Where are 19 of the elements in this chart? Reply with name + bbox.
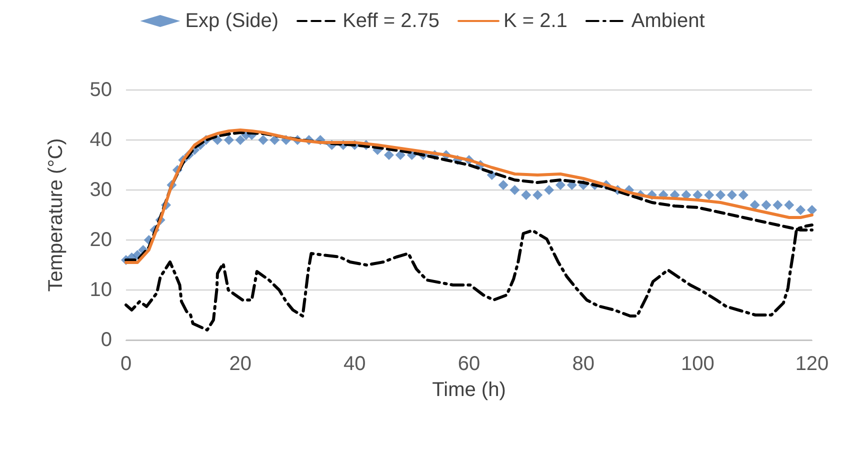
legend-label: Ambient (631, 10, 706, 32)
y-tick-label: 40 (90, 129, 112, 151)
x-tick-label: 20 (229, 353, 252, 375)
y-tick-label: 0 (100, 329, 112, 351)
y-tick-label: 30 (90, 179, 112, 201)
y-tick-label: 20 (90, 229, 112, 251)
x-tick-label: 0 (120, 353, 132, 375)
legend-label: Exp (Side) (185, 10, 279, 32)
x-tick-label: 100 (680, 353, 714, 375)
legend-label: K = 2.1 (504, 10, 568, 32)
y-tick-label: 10 (90, 279, 112, 301)
legend-label: Keff = 2.75 (342, 10, 440, 32)
x-tick-label: 60 (458, 353, 480, 375)
x-tick-label: 120 (795, 353, 829, 375)
y-tick-label: 50 (90, 79, 112, 101)
x-tick-label: 40 (344, 353, 366, 375)
x-axis-title: Time (h) (432, 379, 506, 401)
y-axis-title: Temperature (°C) (45, 138, 67, 292)
x-tick-label: 80 (572, 353, 594, 375)
